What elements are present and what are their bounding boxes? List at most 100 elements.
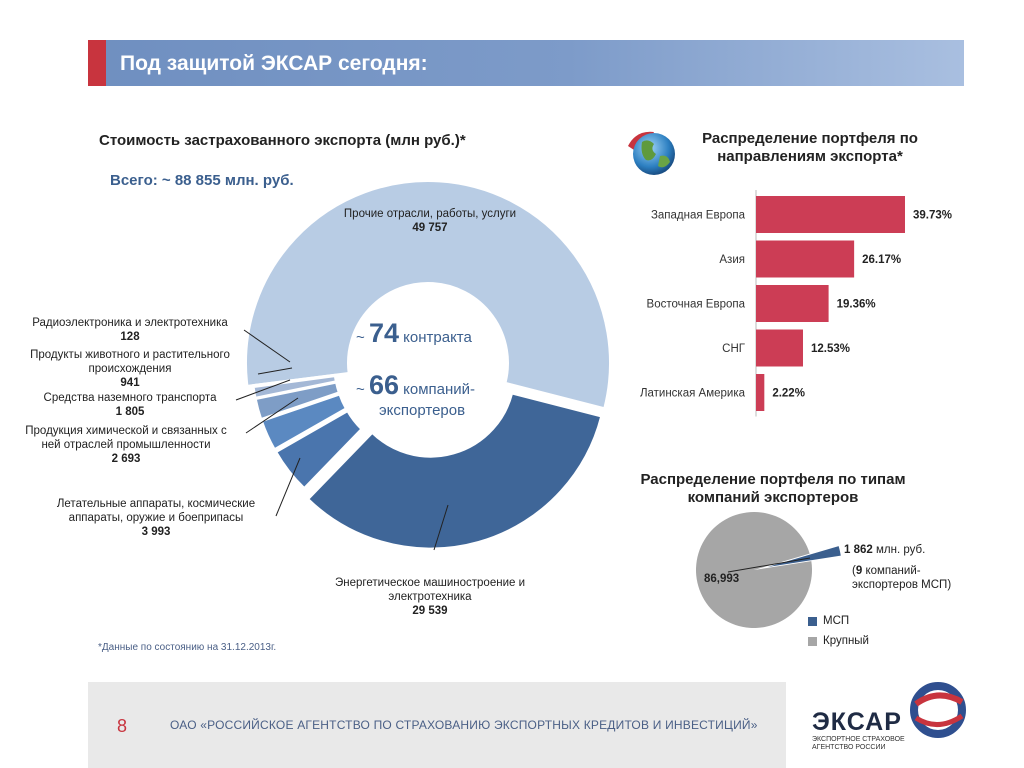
globe-icon bbox=[628, 131, 675, 175]
center-companies-prefix: ~ bbox=[356, 381, 365, 398]
sme-note-num: 9 bbox=[855, 565, 863, 577]
bar-1 bbox=[756, 196, 905, 233]
label-aero-value: 3 993 bbox=[141, 526, 171, 538]
label-chem: Продукция химической и связанных с ней о… bbox=[6, 424, 246, 466]
bar-title: Распределение портфеля по направлениям э… bbox=[680, 130, 940, 166]
sme-value-label: 1 862 млн. руб. bbox=[844, 543, 925, 557]
bar-title-text-2: направлениям экспорта bbox=[717, 148, 897, 165]
label-other-value: 49 757 bbox=[412, 222, 448, 234]
label-aero-name-1: Летательные аппараты, космические bbox=[56, 498, 256, 510]
type-pie-slices bbox=[696, 512, 841, 628]
center-contracts: ~ 74 контракта bbox=[356, 318, 472, 349]
bar-3 bbox=[756, 285, 829, 322]
label-other-name: Прочие отрасли, работы, услуги bbox=[343, 208, 517, 220]
label-chem-name-1: Продукция химической и связанных с bbox=[25, 425, 227, 437]
label-radio-value: 128 bbox=[120, 331, 140, 343]
bar-value-label-5: 2.22% bbox=[772, 388, 805, 400]
pie-title: Распределение портфеля по типам компаний… bbox=[628, 471, 918, 507]
leader-aero bbox=[275, 457, 301, 517]
bar-marks: Западная Европа 39.73% Азия 26.17% Восточная… bbox=[640, 190, 952, 417]
type-pie-leader bbox=[727, 557, 811, 573]
label-food: Продукты животного и растительного проис… bbox=[10, 348, 250, 390]
donut-title-star: * bbox=[459, 132, 466, 149]
footer-bar bbox=[88, 682, 786, 768]
donut-slice-4 bbox=[260, 393, 348, 451]
leader-radio bbox=[243, 329, 291, 363]
donut-slice-1 bbox=[245, 180, 611, 410]
bar-category-5: Латинская Америка bbox=[640, 388, 746, 400]
donut-leader-lines bbox=[235, 329, 449, 551]
legend-large-swatch bbox=[808, 637, 817, 646]
donut-title: Стоимость застрахованного экспорта (млн … bbox=[99, 132, 466, 149]
donut-slice-2 bbox=[306, 392, 603, 550]
donut-total: Всего: ~ 88 855 млн. руб. bbox=[110, 172, 294, 189]
label-transport-value: 1 805 bbox=[115, 406, 145, 418]
center-companies-text-1: компаний- bbox=[403, 381, 476, 398]
sme-note-line-2: экспортеров МСП) bbox=[852, 579, 952, 591]
page-title: Под защитой ЭКСАР сегодня: bbox=[120, 52, 428, 75]
bar-value-label-2: 26.17% bbox=[862, 254, 901, 266]
type-pie-slice-large bbox=[696, 512, 812, 628]
large-value: 86,993 bbox=[704, 573, 740, 585]
label-food-name-1: Продукты животного и растительного bbox=[30, 349, 230, 361]
page-number: 8 bbox=[117, 716, 128, 736]
label-radio: Радиоэлектроника и электротехника 128 bbox=[10, 316, 250, 344]
sme-note: (9 компаний- экспортеров МСП) bbox=[852, 564, 972, 592]
legend-large-label: Крупный bbox=[823, 635, 869, 647]
footnote: *Данные по состоянию на 31.12.2013г. bbox=[98, 642, 277, 653]
bar-category-4: СНГ bbox=[722, 343, 746, 355]
label-chem-value: 2 693 bbox=[111, 453, 141, 465]
pie-title-line-1: Распределение портфеля по типам bbox=[640, 471, 906, 488]
label-food-value: 941 bbox=[120, 377, 140, 389]
sme-note-open: ( bbox=[852, 565, 856, 577]
bar-value-label-1: 39.73% bbox=[913, 210, 952, 222]
bar-2 bbox=[756, 240, 855, 278]
label-other: Прочие отрасли, работы, услуги 49 757 bbox=[310, 207, 550, 235]
bar-title-star: * bbox=[896, 148, 903, 165]
bar-5 bbox=[756, 374, 765, 411]
center-contracts-text: контракта bbox=[403, 329, 472, 346]
center-companies: ~ 66 компаний- bbox=[356, 370, 475, 401]
bar-value-label-3: 19.36% bbox=[837, 299, 876, 311]
donut-slice-3 bbox=[274, 409, 363, 490]
donut-title-text: Стоимость застрахованного экспорта (млн … bbox=[99, 132, 460, 149]
leader-transport bbox=[235, 379, 291, 401]
center-contracts-num: 74 bbox=[368, 318, 399, 348]
header-bar bbox=[88, 40, 964, 86]
leader-energy bbox=[433, 504, 449, 551]
bar-value-label-4: 12.53% bbox=[811, 343, 850, 355]
bar-category-1: Западная Европа bbox=[651, 210, 746, 222]
bar-title-line-1: Распределение портфеля по bbox=[702, 130, 918, 147]
sme-note-text-1: компаний- bbox=[865, 565, 921, 577]
label-chem-name-2: ней отраслей промышленности bbox=[41, 439, 211, 451]
sme-value: 1 862 bbox=[844, 544, 873, 556]
donut-slices bbox=[245, 180, 611, 550]
bar-title-line-2: направлениям экспорта* bbox=[680, 148, 940, 166]
sme-note-line-1: (9 компаний- bbox=[852, 564, 972, 578]
pie-title-line-2: компаний экспортеров bbox=[687, 489, 859, 506]
logo-text: ЭКСАР bbox=[812, 708, 902, 736]
donut-slice-5 bbox=[254, 381, 341, 421]
label-energy: Энергетическое машиностроение и электрот… bbox=[310, 576, 550, 618]
label-radio-name: Радиоэлектроника и электротехника bbox=[32, 317, 228, 329]
label-transport-name: Средства наземного транспорта bbox=[43, 392, 217, 404]
leader-food bbox=[257, 367, 293, 375]
footer-org-text: ОАО «РОССИЙСКОЕ АГЕНТСТВО ПО СТРАХОВАНИЮ… bbox=[170, 718, 758, 732]
leader-chem bbox=[245, 397, 299, 434]
bar-category-2: Азия bbox=[719, 254, 745, 266]
center-contracts-prefix: ~ bbox=[356, 329, 365, 346]
legend-sme-label: МСП bbox=[823, 615, 850, 627]
label-energy-name-1: Энергетическое машиностроение и bbox=[334, 577, 526, 589]
label-transport: Средства наземного транспорта 1 805 bbox=[10, 391, 250, 419]
logo-icon bbox=[910, 682, 966, 738]
donut-slice-7 bbox=[252, 373, 336, 388]
bar-category-3: Восточная Европа bbox=[647, 299, 746, 311]
sme-unit: млн. руб. bbox=[875, 544, 926, 556]
label-aero-name-2: аппараты, оружие и боеприпасы bbox=[68, 512, 244, 524]
logo-subtitle: ЭКСПОРТНОЕ СТРАХОВОЕ АГЕНТСТВО РОССИИ bbox=[812, 736, 905, 752]
center-companies-num: 66 bbox=[368, 370, 399, 400]
label-energy-name-2: электротехника bbox=[388, 591, 472, 603]
